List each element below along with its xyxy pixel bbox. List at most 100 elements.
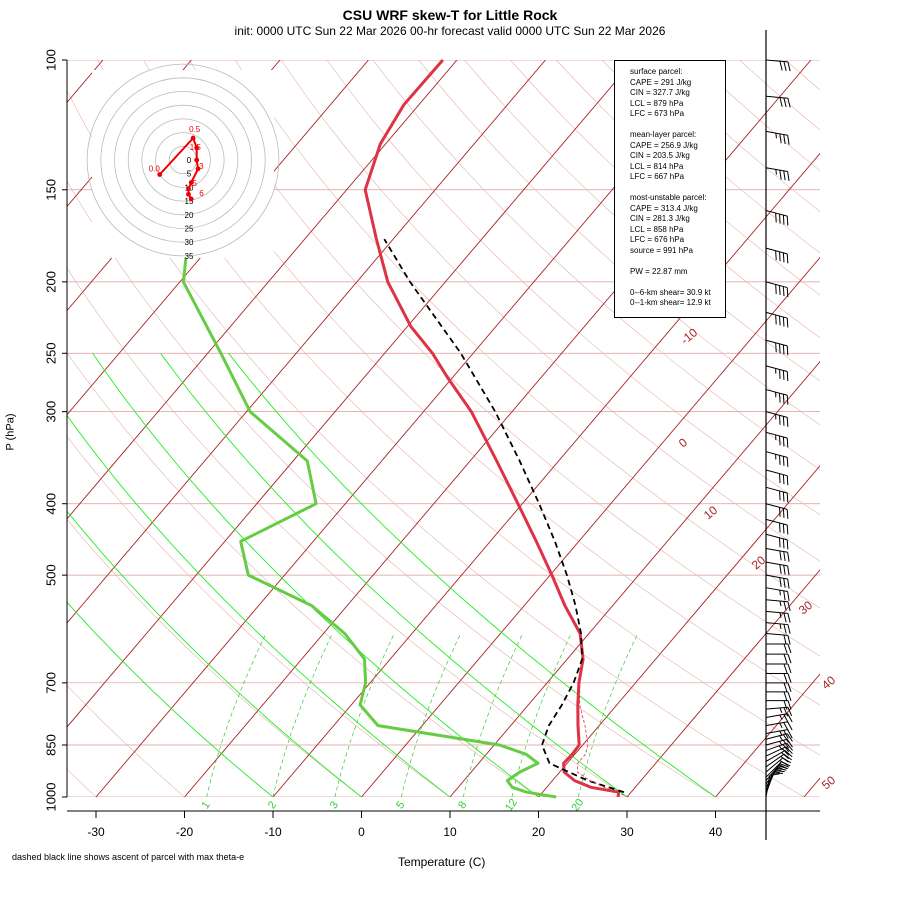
isotherm-line xyxy=(626,569,820,797)
wind-barb-flag xyxy=(782,344,785,355)
wind-barb-flag xyxy=(781,748,790,756)
wind-barb-flag xyxy=(786,371,789,382)
mu-source: source = 991 hPa xyxy=(630,245,693,255)
hodograph-point xyxy=(186,186,191,192)
wind-barb-flag xyxy=(782,416,785,426)
wind-barb-flag xyxy=(779,133,782,144)
isotherm-line xyxy=(67,60,458,520)
wind-barb-flag xyxy=(779,393,781,403)
wind-barb xyxy=(766,700,792,710)
chart-title: CSU WRF skew-T for Little Rock xyxy=(342,7,558,23)
wind-barb-flag xyxy=(786,733,793,742)
hodograph-ring-label: 5 xyxy=(187,170,192,179)
wind-barb-flag xyxy=(786,216,789,226)
wind-barb xyxy=(765,746,793,757)
y-tick-label: 400 xyxy=(43,493,58,515)
moist-adiabat xyxy=(67,510,362,797)
wind-barb-shaft xyxy=(765,587,788,593)
mixing-ratio-line xyxy=(400,633,462,797)
hodograph-height-label: 0.5 xyxy=(189,125,201,134)
wind-barb-flag xyxy=(781,752,790,760)
stability-stats-box: surface parcel: CAPE = 291 J/kg CIN = 32… xyxy=(614,60,726,318)
wind-barb-flag xyxy=(779,315,781,326)
dry-adiabat xyxy=(67,90,805,797)
wind-barb xyxy=(765,130,790,145)
virtual-temperature-profile xyxy=(576,682,629,798)
wind-barb-flag xyxy=(783,707,789,717)
wind-barb-flag xyxy=(782,474,785,485)
wind-barb xyxy=(765,721,793,732)
wind-barb-flag xyxy=(779,285,781,295)
wind-barb xyxy=(765,599,791,612)
y-axis-label: P (hPa) xyxy=(4,413,17,451)
wind-barb xyxy=(765,610,791,623)
wind-barb-flag xyxy=(782,215,785,225)
wind-barb-flag xyxy=(782,734,790,743)
shear-0-6km: 0--6-km shear= 30.9 kt xyxy=(630,287,711,297)
wind-barb-flag xyxy=(782,286,785,297)
y-tick-label: 250 xyxy=(43,342,58,364)
shear-0-1km: 0--1-km shear= 12.9 kt xyxy=(630,298,711,307)
isotherm-line xyxy=(449,361,820,797)
wind-barb xyxy=(765,632,791,645)
profile-lines xyxy=(181,59,629,799)
wind-barb-flag xyxy=(787,98,791,108)
wind-barb-half-flag xyxy=(779,735,783,741)
dewpoint-profile xyxy=(181,238,557,799)
surface-lcl: LCL = 879 hPa xyxy=(630,98,684,108)
pw-value: PW = 22.87 mm xyxy=(630,266,688,276)
isotherm-line xyxy=(538,465,820,797)
isotherm-line xyxy=(361,256,820,797)
wind-barb-half-flag xyxy=(777,766,783,770)
wind-barb-flag xyxy=(783,170,786,181)
surface-cin: CIN = 327.7 J/kg xyxy=(630,88,690,97)
wind-barb-half-flag xyxy=(776,768,782,772)
mixing-ratio-label: 2 xyxy=(266,799,279,811)
ml-cape: CAPE = 256.9 J/kg xyxy=(630,140,698,150)
wind-barb-flag xyxy=(786,318,789,328)
most-unstable-parcel-stats: most-unstable parcel: CAPE = 313.4 J/kg … xyxy=(630,193,721,256)
isotherm-line xyxy=(67,60,635,728)
chart-subtitle: init: 0000 UTC Sun 22 Mar 2026 00-hr for… xyxy=(234,24,666,38)
dry-adiabat xyxy=(280,60,820,562)
wind-barb xyxy=(765,247,789,264)
wind-barb xyxy=(765,469,789,486)
wind-barb xyxy=(765,389,789,405)
wind-barb-shaft xyxy=(765,503,788,510)
wind-barb xyxy=(765,365,789,382)
dry-adiabat xyxy=(555,60,820,296)
dry-adiabat xyxy=(97,60,820,756)
x-tick-label: -20 xyxy=(176,825,194,839)
wind-barb-flag xyxy=(782,508,785,518)
wind-barb-flag xyxy=(782,523,785,534)
wind-barb-flag xyxy=(779,214,781,224)
hodograph-ring xyxy=(155,132,211,188)
dry-adiabat xyxy=(67,267,628,797)
wind-barb xyxy=(765,411,789,427)
wind-barb xyxy=(765,339,789,356)
y-tick-label: 150 xyxy=(43,179,58,201)
dry-adiabat xyxy=(67,518,362,797)
mu-lcl: LCL = 858 hPa xyxy=(630,224,684,234)
dry-adiabat xyxy=(189,60,820,657)
wind-barb-half-flag xyxy=(779,623,782,630)
wind-barb xyxy=(765,733,793,743)
dry-adiabat xyxy=(785,60,820,91)
wind-barb-flag xyxy=(787,578,790,589)
wind-barb-shaft xyxy=(765,486,788,494)
wind-barb xyxy=(766,653,792,664)
ml-lcl: LCL = 814 hPa xyxy=(630,161,684,171)
axes: 1 2 3 5 8 12 20-100102030405010015020025030040… xyxy=(43,49,838,839)
hodograph-point xyxy=(194,157,200,163)
wind-barb-flag xyxy=(778,764,788,770)
ml-cin: CIN = 203.5 J/kg xyxy=(630,151,690,160)
wind-barb-flag xyxy=(779,763,790,768)
wind-barb-flag xyxy=(787,61,791,72)
wind-barb-flag xyxy=(786,457,789,467)
hodograph-ring xyxy=(141,118,225,202)
wind-barb-flag xyxy=(786,417,789,427)
dry-adiabat xyxy=(67,685,185,797)
moist-adiabat xyxy=(160,353,628,797)
wind-barb-flag xyxy=(779,251,781,262)
wind-barb-flag xyxy=(783,682,788,692)
